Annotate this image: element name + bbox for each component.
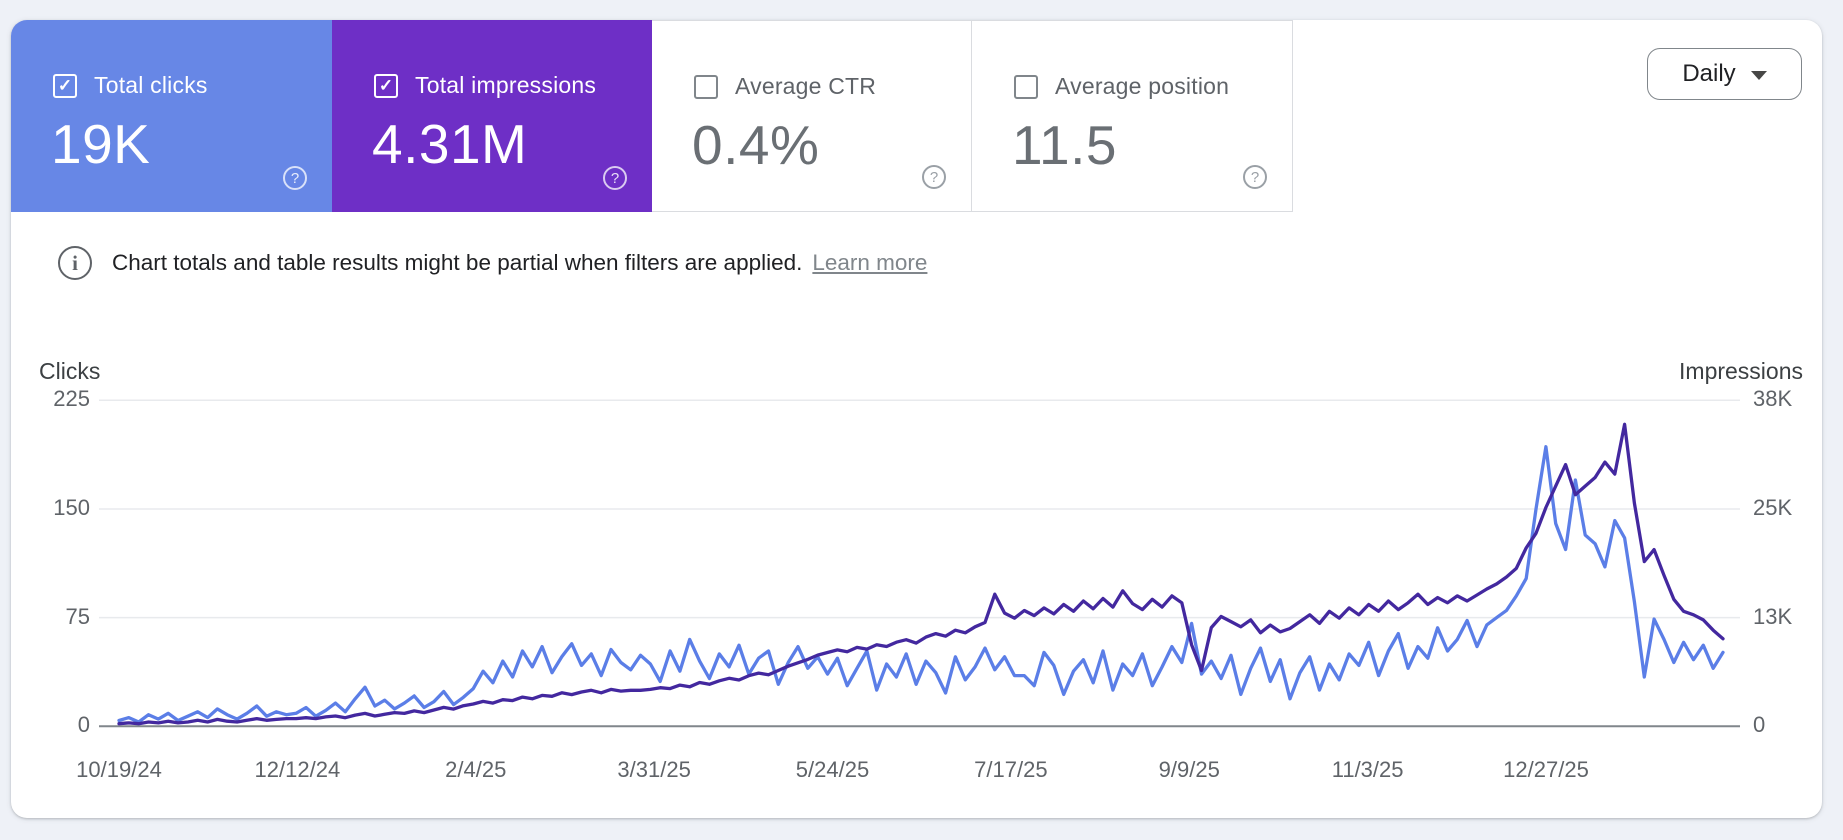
x-axis-tick: 11/3/25 bbox=[1331, 757, 1404, 782]
metric-label: Average CTR bbox=[735, 73, 877, 99]
right-axis-title: Impressions bbox=[1679, 358, 1803, 384]
metric-value: 11.5 bbox=[1012, 114, 1117, 176]
x-axis-tick: 7/17/25 bbox=[974, 757, 1048, 782]
notice-text: Chart totals and table results might be … bbox=[112, 250, 927, 276]
granularity-dropdown[interactable]: Daily bbox=[1647, 48, 1802, 100]
x-axis-tick: 9/9/25 bbox=[1158, 757, 1220, 782]
help-icon[interactable]: ? bbox=[1243, 165, 1267, 189]
metric-label: Average position bbox=[1055, 73, 1230, 99]
right-axis-tick: 0 bbox=[1753, 712, 1766, 738]
right-axis-tick: 25K bbox=[1753, 494, 1793, 520]
x-axis-tick: 3/31/25 bbox=[617, 757, 691, 782]
left-axis-tick: 225 bbox=[53, 386, 90, 412]
chevron-down-icon bbox=[1750, 71, 1767, 80]
left-axis-tick: 0 bbox=[77, 712, 90, 738]
help-icon[interactable]: ? bbox=[922, 165, 946, 189]
left-axis-tick: 75 bbox=[65, 603, 90, 629]
info-icon: i bbox=[58, 246, 92, 280]
metric-value: 0.4% bbox=[692, 114, 820, 176]
metric-card-average-position[interactable]: Average position 11.5 ? bbox=[972, 20, 1293, 212]
granularity-selected-value: Daily bbox=[1682, 60, 1736, 87]
checkbox-unchecked-icon[interactable] bbox=[694, 74, 718, 99]
metric-card-total-impressions[interactable]: ✓ Total impressions 4.31M ? bbox=[332, 20, 652, 212]
left-axis-title: Clicks bbox=[39, 358, 101, 384]
metric-label: Total impressions bbox=[415, 72, 597, 98]
help-icon[interactable]: ? bbox=[603, 166, 627, 190]
checkbox-unchecked-icon[interactable] bbox=[1014, 74, 1038, 99]
learn-more-link[interactable]: Learn more bbox=[812, 250, 928, 275]
x-axis-tick: 12/12/24 bbox=[254, 757, 341, 782]
metric-value: 19K bbox=[51, 113, 151, 175]
x-axis-tick: 2/4/25 bbox=[445, 757, 507, 782]
help-icon[interactable]: ? bbox=[283, 166, 307, 190]
left-axis-tick: 150 bbox=[53, 494, 90, 520]
checkbox-checked-icon[interactable]: ✓ bbox=[53, 73, 77, 98]
right-axis-tick: 13K bbox=[1753, 603, 1793, 629]
metric-card-total-clicks[interactable]: ✓ Total clicks 19K ? bbox=[11, 20, 332, 212]
right-axis-tick: 38K bbox=[1753, 386, 1793, 412]
chart-plot-area[interactable] bbox=[99, 395, 1742, 731]
notice-message: Chart totals and table results might be … bbox=[112, 250, 803, 275]
metric-value: 4.31M bbox=[372, 113, 528, 175]
checkbox-checked-icon[interactable]: ✓ bbox=[374, 73, 398, 98]
x-axis-tick: 12/27/25 bbox=[1503, 757, 1589, 782]
x-axis-tick: 10/19/24 bbox=[76, 757, 162, 782]
x-axis-tick: 5/24/25 bbox=[795, 757, 870, 782]
metric-label: Total clicks bbox=[94, 72, 208, 98]
metric-card-average-ctr[interactable]: Average CTR 0.4% ? bbox=[652, 20, 972, 212]
